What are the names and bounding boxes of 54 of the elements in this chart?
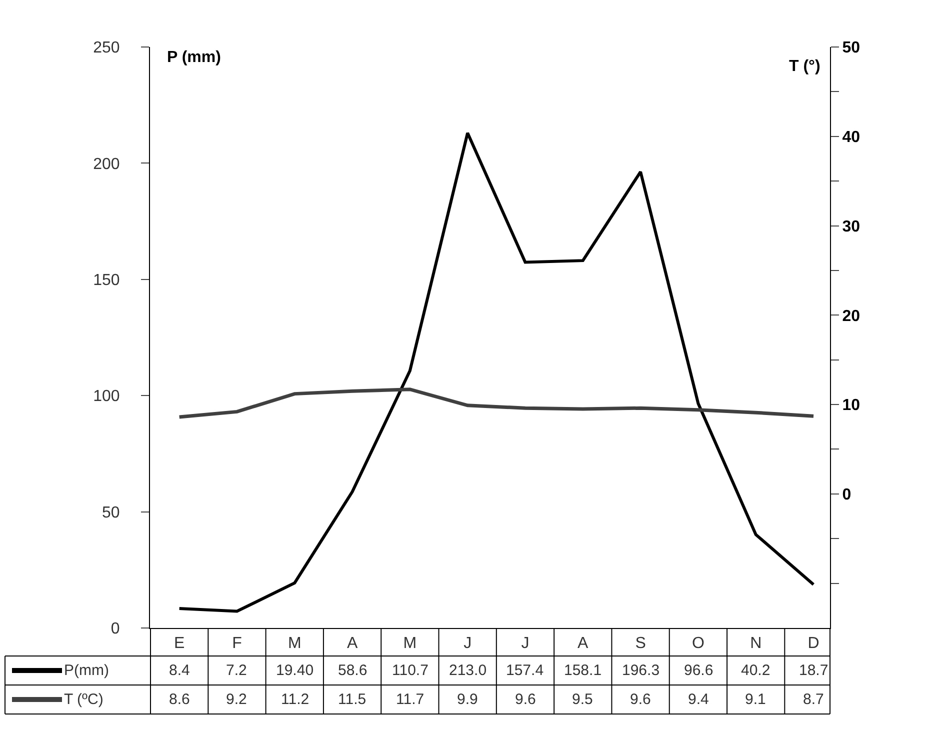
- data-label: 9.6: [630, 691, 651, 708]
- y2-tick-label: 20: [842, 308, 860, 325]
- data-label: 8.6: [169, 691, 190, 708]
- legend-label: T (ºC): [64, 691, 104, 708]
- x-tick-label: J: [464, 635, 472, 652]
- data-label: 110.7: [392, 662, 428, 679]
- data-label: 7.2: [226, 662, 247, 679]
- data-label: 9.1: [745, 691, 766, 708]
- x-tick-label: N: [750, 635, 762, 652]
- x-tick-label: J: [521, 635, 530, 652]
- y2-tick-label: 50: [842, 40, 860, 57]
- data-label: 196.3: [622, 662, 660, 679]
- data-label: 19.40: [276, 662, 314, 679]
- x-tick-label: F: [232, 635, 242, 652]
- y2-tick-label: 40: [842, 128, 860, 146]
- data-label: 9.5: [572, 691, 593, 708]
- data-label: 8.7: [803, 691, 824, 708]
- x-tick-label: S: [635, 635, 646, 652]
- line-series: [178, 388, 816, 419]
- x-tick-label: E: [174, 635, 185, 652]
- data-label: 9.2: [226, 691, 247, 708]
- y-axis-title: P (mm): [167, 49, 221, 66]
- y2-axis-title: T (°): [789, 58, 820, 75]
- data-label: 213.0: [449, 662, 487, 679]
- data-label: 11.7: [396, 691, 424, 708]
- data-label: 58.6: [338, 662, 368, 679]
- x-tick-label: O: [692, 635, 704, 652]
- x-tick-label: M: [403, 635, 417, 652]
- data-label: 96.6: [684, 662, 714, 679]
- y-tick-label: 200: [93, 156, 120, 173]
- data-label: 11.5: [338, 691, 366, 708]
- data-label: 157.4: [506, 662, 544, 679]
- data-label: 9.4: [688, 691, 709, 708]
- data-label: 9.9: [457, 691, 478, 708]
- y2-tick-label: 0: [842, 486, 852, 504]
- y-tick-label: 100: [93, 388, 120, 406]
- x-tick-label: D: [808, 635, 820, 652]
- data-label: 18.7: [799, 662, 828, 679]
- data-label: 8.4: [169, 662, 190, 679]
- y2-tick-label: 10: [842, 397, 860, 414]
- y-tick-label: 50: [102, 504, 120, 522]
- data-label: 158.1: [564, 662, 602, 679]
- data-label: 11.2: [281, 691, 310, 708]
- line-series: [178, 131, 815, 613]
- y-tick-label: 150: [93, 272, 120, 289]
- x-tick-label: M: [288, 635, 302, 652]
- data-label: 40.2: [741, 662, 770, 679]
- legend-label: P(mm): [64, 662, 109, 679]
- y-tick-label: 250: [93, 40, 120, 57]
- x-tick-label: A: [346, 635, 358, 652]
- x-tick-label: A: [578, 635, 589, 652]
- data-label: 9.6: [515, 691, 536, 708]
- y-tick-label: 0: [110, 620, 120, 638]
- y2-tick-label: 30: [842, 218, 860, 236]
